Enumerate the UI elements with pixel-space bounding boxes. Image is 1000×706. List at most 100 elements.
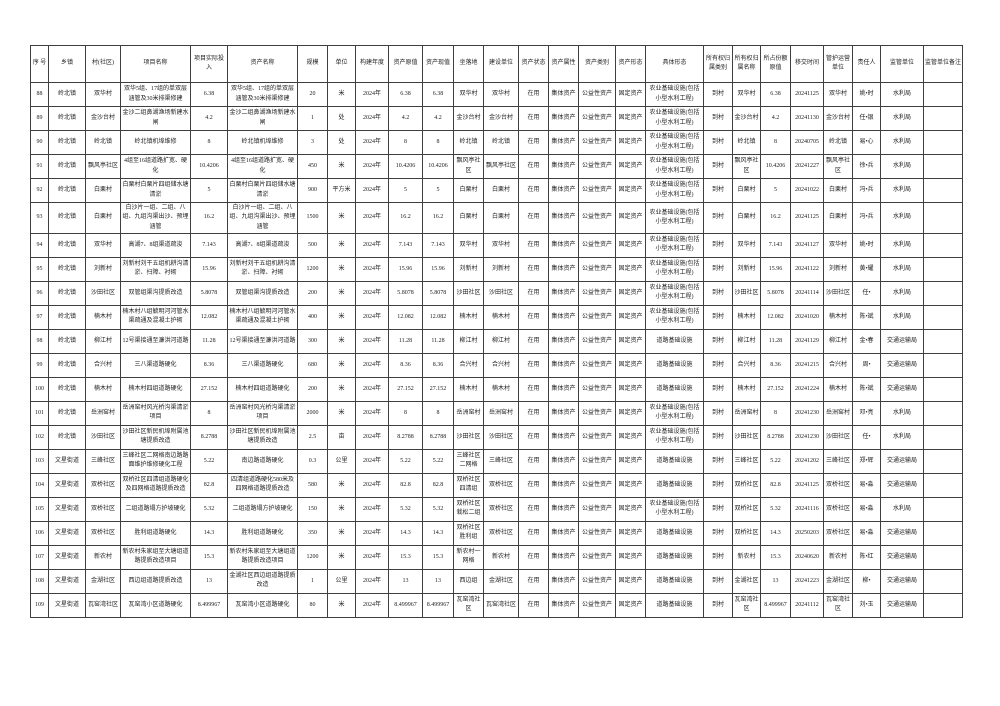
cell-village: 金沙台村 <box>85 106 121 131</box>
asset-table: 序 号乡镇 村(社区) 项目名称 项目实际投入 资产名称 规模 单位 构建年度 资产原值 资产现值… <box>30 45 963 618</box>
table-row: 106 文星街道 双桥社区 胜利组道路硬化 14.3 胜利组道路硬化 350 米 2024年 14… <box>30 520 963 546</box>
cell-project-investment: 5.8078 <box>190 280 228 306</box>
cell-project-name: 瓦窑湾小区道路硬化 <box>120 592 191 618</box>
cell-supervising-unit: 交通运输局 <box>880 352 924 378</box>
column-header-responsible-person: 责任人 <box>852 45 881 83</box>
cell-construction-unit: 合兴村 <box>483 352 519 378</box>
cell-asset-status: 在用 <box>518 130 549 155</box>
cell-supervisor-remark <box>923 202 963 234</box>
cell-original-value: 10.4206 <box>388 154 423 179</box>
cell-project-investment: 8 <box>190 400 228 426</box>
cell-ownership-name: 瓦窑湾社区 <box>732 592 761 618</box>
cell-share-original-value: 4.2 <box>760 106 791 131</box>
cell-asset-attribute: 集体资产 <box>548 154 579 179</box>
column-header-build-year: 构建年度 <box>355 45 389 83</box>
cell-location: 三峰社区二网格 <box>453 448 484 474</box>
column-header-asset-category: 资产类别 <box>578 45 616 83</box>
cell-serial: 90 <box>30 130 49 155</box>
cell-project-name: 三八渠道路硬化 <box>120 352 191 378</box>
cell-asset-form: 固定资产 <box>615 280 646 306</box>
cell-serial: 94 <box>30 232 49 258</box>
cell-responsible-person: 易•心 <box>852 130 881 155</box>
table-row: 103 文星街道 三峰社区 三峰社区二网格南边路路面维护维修硬化工程 5.22 南边路道路… <box>30 448 963 474</box>
cell-asset-form: 固定资产 <box>615 424 646 450</box>
cell-supervising-unit: 交通运输局 <box>880 568 924 594</box>
cell-asset-name: 高湖7、8组渠道疏浚 <box>227 232 298 258</box>
cell-build-year: 2024年 <box>355 304 389 330</box>
cell-scale: 2.5 <box>297 424 328 450</box>
cell-transfer-date: 20241112 <box>790 592 824 618</box>
cell-build-year: 2024年 <box>355 154 389 179</box>
cell-transfer-date: 20241202 <box>790 448 824 474</box>
cell-serial: 102 <box>30 424 49 450</box>
cell-build-year: 2024年 <box>355 544 389 570</box>
cell-specific-form: 道路基础设施 <box>645 568 704 594</box>
cell-location: 岭北镇 <box>453 130 484 155</box>
cell-supervisor-remark <box>923 304 963 330</box>
cell-specific-form: 农业基础设施(包括小型水利工程) <box>645 400 704 426</box>
cell-specific-form: 农业基础设施(包括小型水利工程) <box>645 106 704 131</box>
cell-scale: 1 <box>297 106 328 131</box>
cell-supervisor-remark <box>923 352 963 378</box>
cell-serial: 92 <box>30 178 49 203</box>
cell-ownership-category: 到村 <box>703 472 733 498</box>
cell-supervisor-remark <box>923 154 963 179</box>
cell-project-investment: 16.2 <box>190 202 228 234</box>
cell-responsible-person: 冯•兵 <box>852 178 881 203</box>
cell-current-value: 10.4206 <box>422 154 454 179</box>
cell-asset-attribute: 集体资产 <box>548 280 579 306</box>
cell-asset-form: 固定资产 <box>615 352 646 378</box>
cell-original-value: 15.96 <box>388 256 423 282</box>
table-row: 88 岭北镇 双华村 双华5组、17组的单双层涵管及30米排渠修建 6.38 双华5组、1… <box>30 82 963 107</box>
cell-serial: 97 <box>30 304 49 330</box>
cell-asset-status: 在用 <box>518 280 549 306</box>
cell-village: 刘新村 <box>85 256 121 282</box>
cell-asset-name: 白沙片一组、二组、八组、九组沟渠出沙、预埋涵管 <box>227 202 298 234</box>
cell-share-original-value: 16.2 <box>760 202 791 234</box>
table-row: 105 文星街道 双桥社区 二组道路塌方护坡硬化 5.32 二组道路塌方护坡硬化 150 米 2… <box>30 496 963 522</box>
cell-asset-name: 4组至16组道路扩宽、硬化 <box>227 154 298 179</box>
cell-asset-attribute: 集体资产 <box>548 328 579 354</box>
cell-location: 飘风亭社区 <box>453 154 484 179</box>
cell-current-value: 11.28 <box>422 328 454 354</box>
cell-scale: 1 <box>297 568 328 594</box>
cell-share-original-value: 8.36 <box>760 352 791 378</box>
cell-asset-status: 在用 <box>518 472 549 498</box>
cell-asset-status: 在用 <box>518 178 549 203</box>
table-row: 89 岭北镇 金沙台村 金沙二组鼻湖渔场新建水闸 4.2 金沙二组鼻湖渔场新建水闸 1 处 20… <box>30 106 963 131</box>
cell-project-name: 西边组道路提质改造 <box>120 568 191 594</box>
cell-asset-name: 四清组道路硬化580米及四网格道路提质改造 <box>227 472 298 498</box>
cell-asset-status: 在用 <box>518 568 549 594</box>
cell-specific-form: 道路基础设施 <box>645 352 704 378</box>
cell-original-value: 5 <box>388 178 423 203</box>
cell-scale: 1200 <box>297 256 328 282</box>
cell-transfer-date: 20241129 <box>790 328 824 354</box>
cell-build-year: 2024年 <box>355 592 389 618</box>
cell-supervisor-remark <box>923 256 963 282</box>
cell-asset-form: 固定资产 <box>615 304 646 330</box>
cell-project-investment: 5 <box>190 178 228 203</box>
cell-share-original-value: 5 <box>760 178 791 203</box>
cell-village: 白栗村 <box>85 202 121 234</box>
cell-construction-unit: 沙田社区 <box>483 280 519 306</box>
cell-construction-unit: 双桥社区 <box>483 520 519 546</box>
cell-project-name: 金沙二组鼻湖渔场新建水闸 <box>120 106 191 131</box>
cell-asset-category: 公益性资产 <box>578 82 616 107</box>
cell-original-value: 14.3 <box>388 520 423 546</box>
cell-ownership-category: 到村 <box>703 304 733 330</box>
cell-ownership-name: 沙田社区 <box>732 424 761 450</box>
cell-asset-category: 公益性资产 <box>578 178 616 203</box>
cell-asset-form: 固定资产 <box>615 202 646 234</box>
cell-asset-name: 岭北镇机埠维修 <box>227 130 298 155</box>
cell-village: 新农村 <box>85 544 121 570</box>
cell-management-unit: 三峰社区 <box>823 448 853 474</box>
cell-ownership-name: 岳洲窑村 <box>732 400 761 426</box>
cell-transfer-date: 20250203 <box>790 520 824 546</box>
cell-supervising-unit: 水利局 <box>880 256 924 282</box>
cell-asset-status: 在用 <box>518 592 549 618</box>
cell-original-value: 82.8 <box>388 472 423 498</box>
column-header-asset-attribute: 资产属性 <box>548 45 579 83</box>
cell-share-original-value: 5.32 <box>760 496 791 522</box>
cell-supervising-unit: 交通运输局 <box>880 544 924 570</box>
